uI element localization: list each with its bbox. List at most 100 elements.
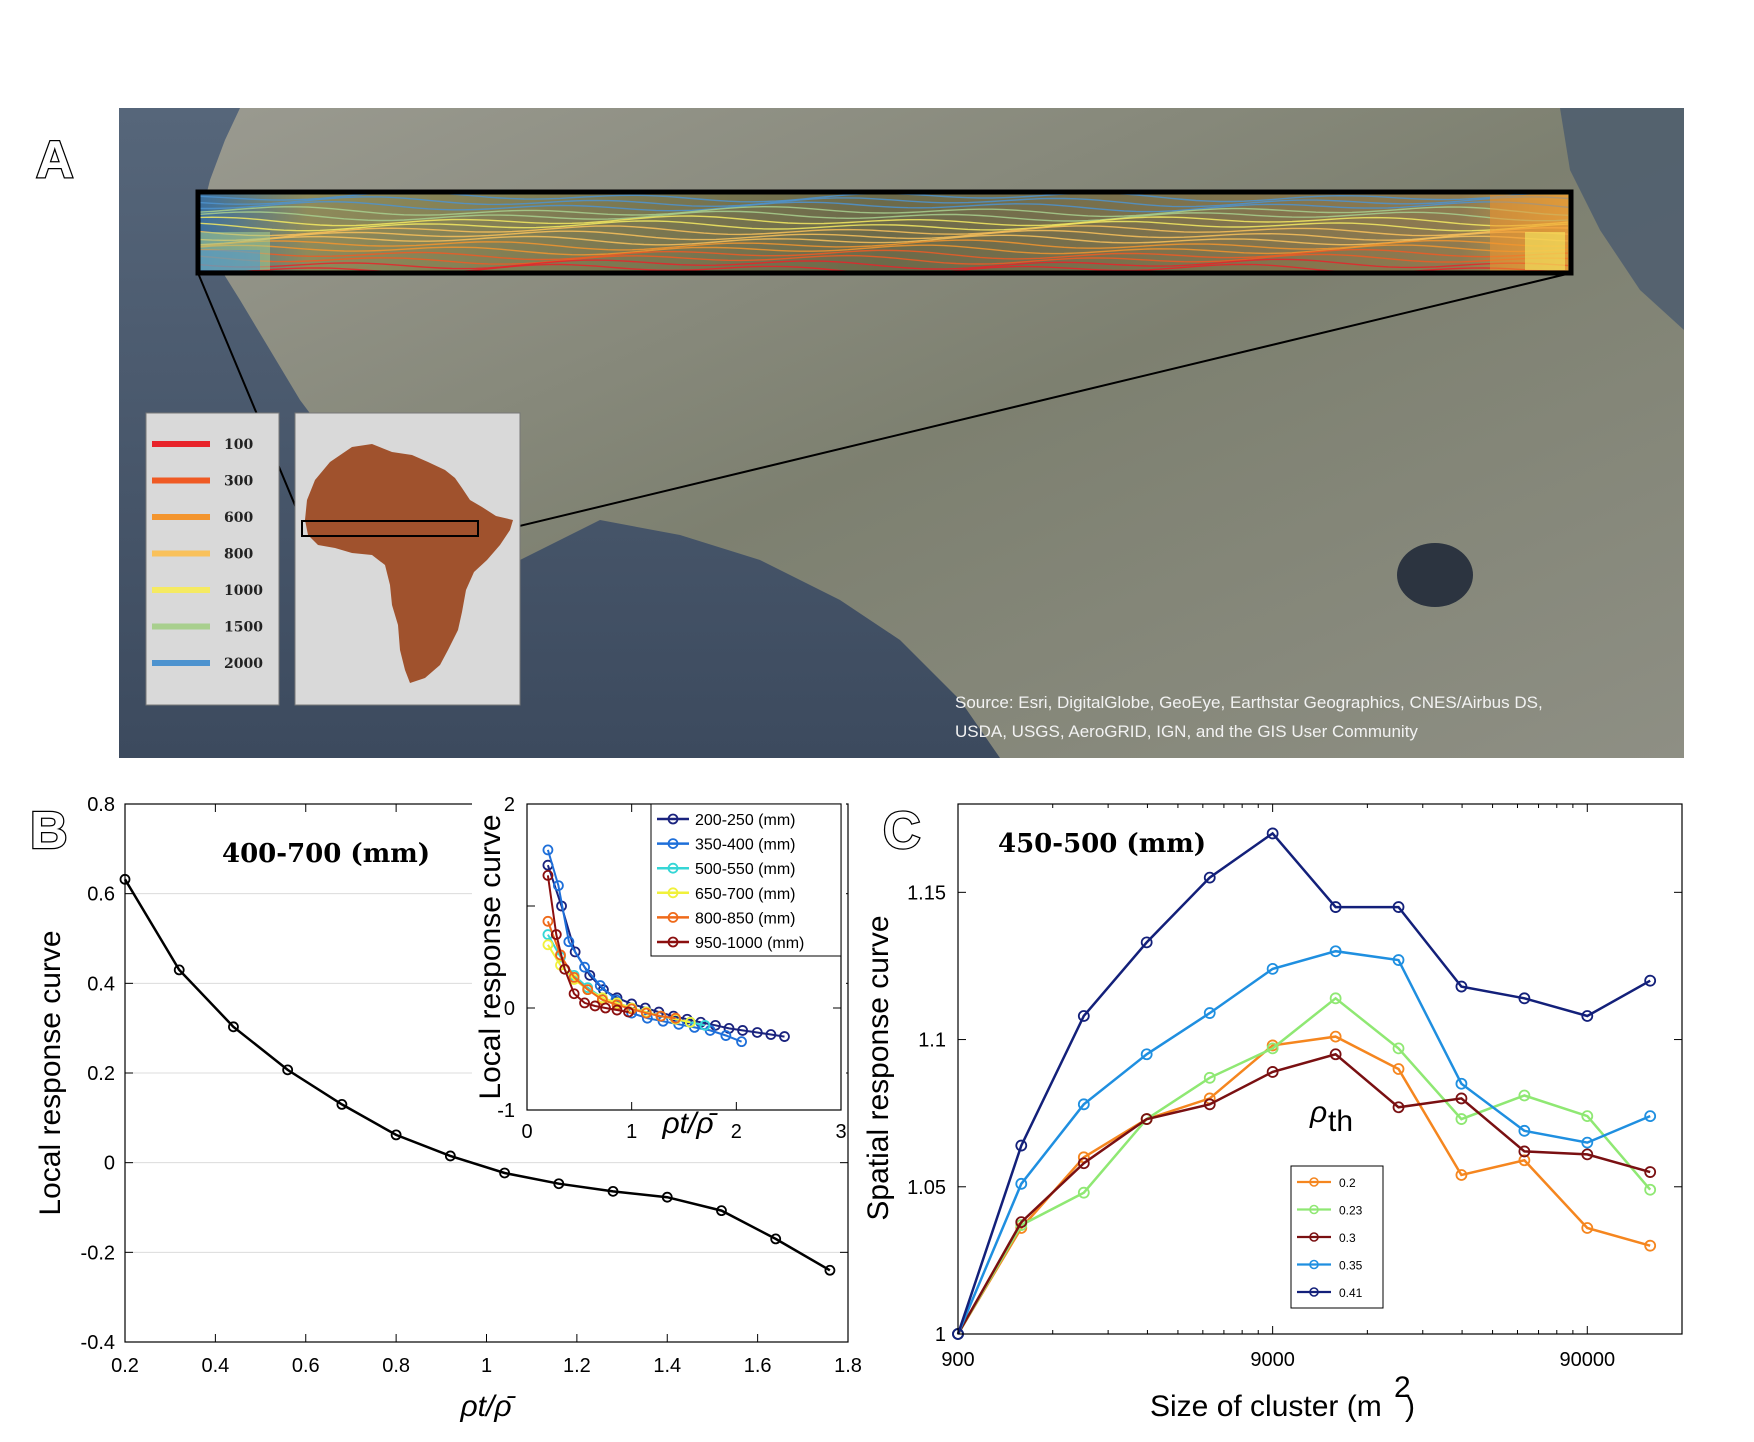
x-tick-label: 0.4 bbox=[201, 1355, 229, 1377]
y-axis-title: Spatial response curve bbox=[862, 915, 895, 1220]
legend-label: 0.2 bbox=[1339, 1176, 1356, 1190]
data-point bbox=[1644, 1239, 1657, 1252]
x-tick-label: 2 bbox=[731, 1121, 742, 1143]
data-point bbox=[1644, 974, 1657, 987]
data-point bbox=[751, 1027, 763, 1038]
x-axis-title-end: ) bbox=[1405, 1390, 1415, 1423]
data-point bbox=[1644, 1183, 1657, 1196]
data-point bbox=[444, 1150, 456, 1162]
contour-line bbox=[199, 196, 1569, 208]
series-line-0.41 bbox=[956, 831, 1651, 1335]
data-point bbox=[1203, 1007, 1216, 1019]
data-point bbox=[626, 1003, 638, 1015]
data-point bbox=[1392, 1063, 1405, 1075]
data-point bbox=[1581, 1010, 1594, 1022]
data-point bbox=[1518, 1154, 1531, 1167]
legend-title-rho: ρ bbox=[1309, 1096, 1327, 1129]
data-point bbox=[607, 1185, 619, 1197]
data-point bbox=[542, 915, 554, 927]
data-point bbox=[1392, 901, 1405, 913]
data-point bbox=[390, 1129, 402, 1141]
map-legend-label: 100 bbox=[224, 437, 253, 453]
data-point bbox=[582, 984, 594, 996]
x-tick-label: 900 bbox=[941, 1349, 974, 1371]
contour-line bbox=[199, 249, 1569, 261]
x-tick-label: 90000 bbox=[1559, 1349, 1615, 1371]
data-point bbox=[569, 946, 581, 958]
data-point bbox=[553, 880, 564, 891]
legend-title-sub: th bbox=[1328, 1105, 1353, 1138]
legend-marker bbox=[667, 912, 679, 923]
data-point bbox=[559, 963, 571, 975]
data-point bbox=[684, 1016, 696, 1028]
series-line-0.2 bbox=[956, 1035, 1651, 1335]
series-line-0.35 bbox=[956, 949, 1651, 1335]
data-point bbox=[1581, 1110, 1594, 1123]
data-point bbox=[1203, 1071, 1216, 1084]
data-point bbox=[670, 1012, 682, 1024]
contour-line bbox=[199, 210, 1569, 222]
data-point bbox=[553, 1178, 565, 1190]
contour-east-yellow bbox=[1525, 232, 1565, 270]
data-point bbox=[1455, 1113, 1468, 1125]
x-tick-label: 1.2 bbox=[563, 1355, 591, 1377]
inset-x-axis-title: ρt/ρ̄ bbox=[661, 1107, 718, 1140]
data-point bbox=[600, 1002, 611, 1014]
legend-marker bbox=[667, 862, 679, 874]
data-point bbox=[1203, 1098, 1216, 1111]
panel-letter-c: C bbox=[883, 802, 921, 860]
data-point bbox=[1455, 980, 1468, 993]
x-tick-label: 9000 bbox=[1250, 1349, 1295, 1371]
data-point bbox=[770, 1233, 782, 1245]
data-point bbox=[568, 972, 580, 983]
panel-letter-b: B bbox=[30, 802, 68, 860]
data-point bbox=[1077, 1010, 1090, 1022]
data-point bbox=[1329, 1048, 1342, 1061]
contour-line bbox=[199, 215, 1569, 227]
data-point bbox=[1455, 1077, 1468, 1090]
data-point bbox=[1518, 1145, 1531, 1158]
data-point bbox=[579, 961, 590, 973]
legend-label: 950-1000 (mm) bbox=[695, 935, 804, 952]
contour-line bbox=[199, 239, 1569, 251]
data-point bbox=[542, 939, 554, 951]
series-line-400-700-mm- bbox=[123, 878, 831, 1272]
africa-strip-outline bbox=[301, 520, 479, 537]
strip-frame bbox=[195, 189, 1574, 276]
contour-line bbox=[199, 220, 1569, 232]
panel-b-chart: -0.4 -0.2 0 0.2 0.4 0.6 0.8 0.2 0.4 0.6 0.8 1 1.2 1.4… bbox=[34, 794, 862, 1423]
data-point bbox=[1077, 1186, 1090, 1199]
data-point bbox=[550, 929, 562, 940]
zoom-line-right bbox=[477, 272, 1572, 537]
legend-label: 0.41 bbox=[1339, 1286, 1363, 1300]
y-tick-label: 0.8 bbox=[87, 794, 115, 816]
data-point bbox=[681, 1013, 693, 1025]
data-point bbox=[1266, 962, 1279, 975]
contour-line bbox=[199, 225, 1569, 237]
data-point bbox=[1015, 1139, 1028, 1152]
data-point bbox=[579, 997, 590, 1009]
map-legend-label: 300 bbox=[224, 474, 253, 490]
contour-west-blue bbox=[200, 250, 260, 270]
data-point bbox=[1140, 936, 1153, 949]
data-point bbox=[1140, 1113, 1153, 1125]
legend-marker bbox=[1309, 1204, 1319, 1215]
data-point bbox=[824, 1264, 836, 1276]
data-point bbox=[655, 1010, 667, 1022]
data-point bbox=[1455, 1092, 1468, 1105]
x-axis-title: ρt/ρ̄ bbox=[459, 1390, 516, 1423]
data-point bbox=[623, 1006, 634, 1018]
data-point bbox=[1329, 1030, 1342, 1043]
legend-marker bbox=[667, 887, 679, 899]
data-point bbox=[1266, 1066, 1279, 1078]
legend-label: 0.23 bbox=[1339, 1204, 1363, 1218]
x-tick-label: 3 bbox=[835, 1121, 846, 1143]
data-point bbox=[228, 1021, 239, 1033]
y-tick-label: 1.15 bbox=[907, 882, 946, 904]
contour-line bbox=[199, 253, 1569, 265]
data-point bbox=[1392, 1042, 1405, 1055]
y-tick-label: -0.4 bbox=[81, 1332, 115, 1354]
panel-b-annotation: 400-700 (mm) bbox=[222, 839, 430, 869]
africa-shape bbox=[305, 444, 513, 683]
